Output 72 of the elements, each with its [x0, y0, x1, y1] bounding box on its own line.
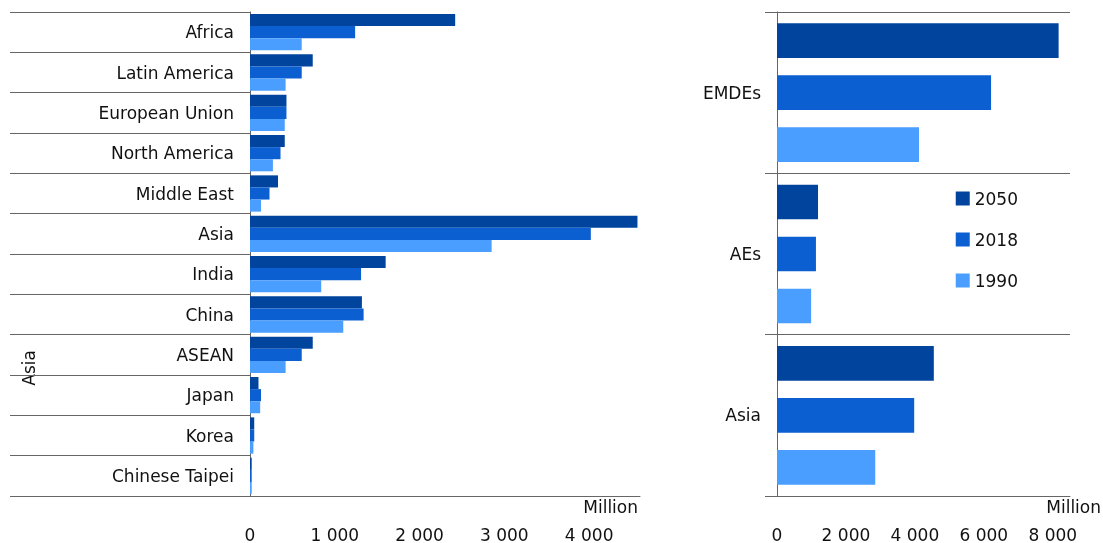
bar: [250, 38, 302, 51]
bar: [250, 429, 255, 442]
bar: [777, 184, 819, 220]
bar: [250, 175, 278, 188]
bar: [250, 296, 362, 309]
bar: [777, 397, 915, 433]
bar: [250, 78, 286, 91]
bar: [250, 280, 322, 293]
y-tick-label: AEs: [729, 244, 762, 264]
bar: [250, 187, 270, 200]
bar: [250, 159, 273, 172]
x-tick-label: 0: [244, 524, 256, 543]
bar: [250, 118, 285, 131]
bar: [250, 135, 285, 148]
y-tick-label: Latin America: [116, 62, 234, 83]
legend-label: 2050: [974, 188, 1018, 209]
text: Asia: [18, 349, 39, 386]
bar: [250, 227, 591, 240]
x-tick-label: 6 000: [959, 524, 1009, 543]
x-axis-title: Million: [583, 496, 639, 517]
x-axis-title: Million: [1046, 496, 1102, 517]
x-tick-label: 0: [771, 524, 783, 543]
y-tick-label: European Union: [98, 102, 234, 123]
x-tick-label: 3 000: [480, 524, 529, 543]
bar: [250, 147, 281, 160]
y-tick-label: Asia: [198, 223, 234, 244]
y-tick-label: Japan: [185, 385, 234, 406]
bar: [777, 23, 1059, 58]
bar: [777, 450, 876, 485]
bar: [777, 345, 934, 381]
bar: [250, 106, 287, 119]
bar: [250, 336, 313, 349]
bar: [250, 256, 386, 269]
bar: [250, 308, 364, 321]
bar: [250, 54, 313, 67]
y-tick-label: Africa: [185, 22, 234, 43]
x-tick-label: 4 000: [564, 524, 614, 543]
bar: [777, 236, 816, 272]
x-tick-label: 2 000: [395, 524, 444, 543]
y-tick-label: Korea: [185, 425, 234, 446]
y-tick-label: ASEAN: [176, 344, 234, 365]
x-tick-label: 4 000: [890, 524, 940, 543]
legend-label: 1990: [974, 270, 1018, 291]
x-tick-label: 1 000: [310, 524, 360, 543]
bar: [777, 127, 920, 163]
bar: [250, 320, 344, 333]
legend-label: 2018: [974, 229, 1018, 250]
bar: [777, 75, 992, 111]
bar: [250, 14, 456, 27]
bar: [250, 66, 302, 79]
x-tick-label: 8 000: [1028, 524, 1078, 543]
bar: [777, 288, 812, 324]
y-tick-label: EMDEs: [702, 82, 762, 103]
bar: [250, 239, 492, 252]
y-tick-label: Asia: [725, 405, 761, 426]
bar: [250, 389, 262, 402]
bar: [250, 348, 302, 361]
y-tick-label: Middle East: [135, 183, 235, 204]
bar: [250, 377, 259, 390]
bar: [250, 401, 261, 414]
bar: [250, 268, 362, 281]
bar: [250, 360, 286, 373]
bar: [250, 199, 262, 212]
y-tick-label: Chinese Taipei: [111, 465, 234, 486]
bar: [250, 215, 638, 228]
y-tick-label: India: [192, 264, 234, 285]
y-tick-label: North America: [110, 143, 234, 164]
bar: [250, 26, 356, 39]
bar: [250, 417, 255, 430]
y-tick-label: China: [185, 304, 234, 325]
x-tick-label: 2 000: [821, 524, 871, 543]
bar: [250, 94, 287, 107]
